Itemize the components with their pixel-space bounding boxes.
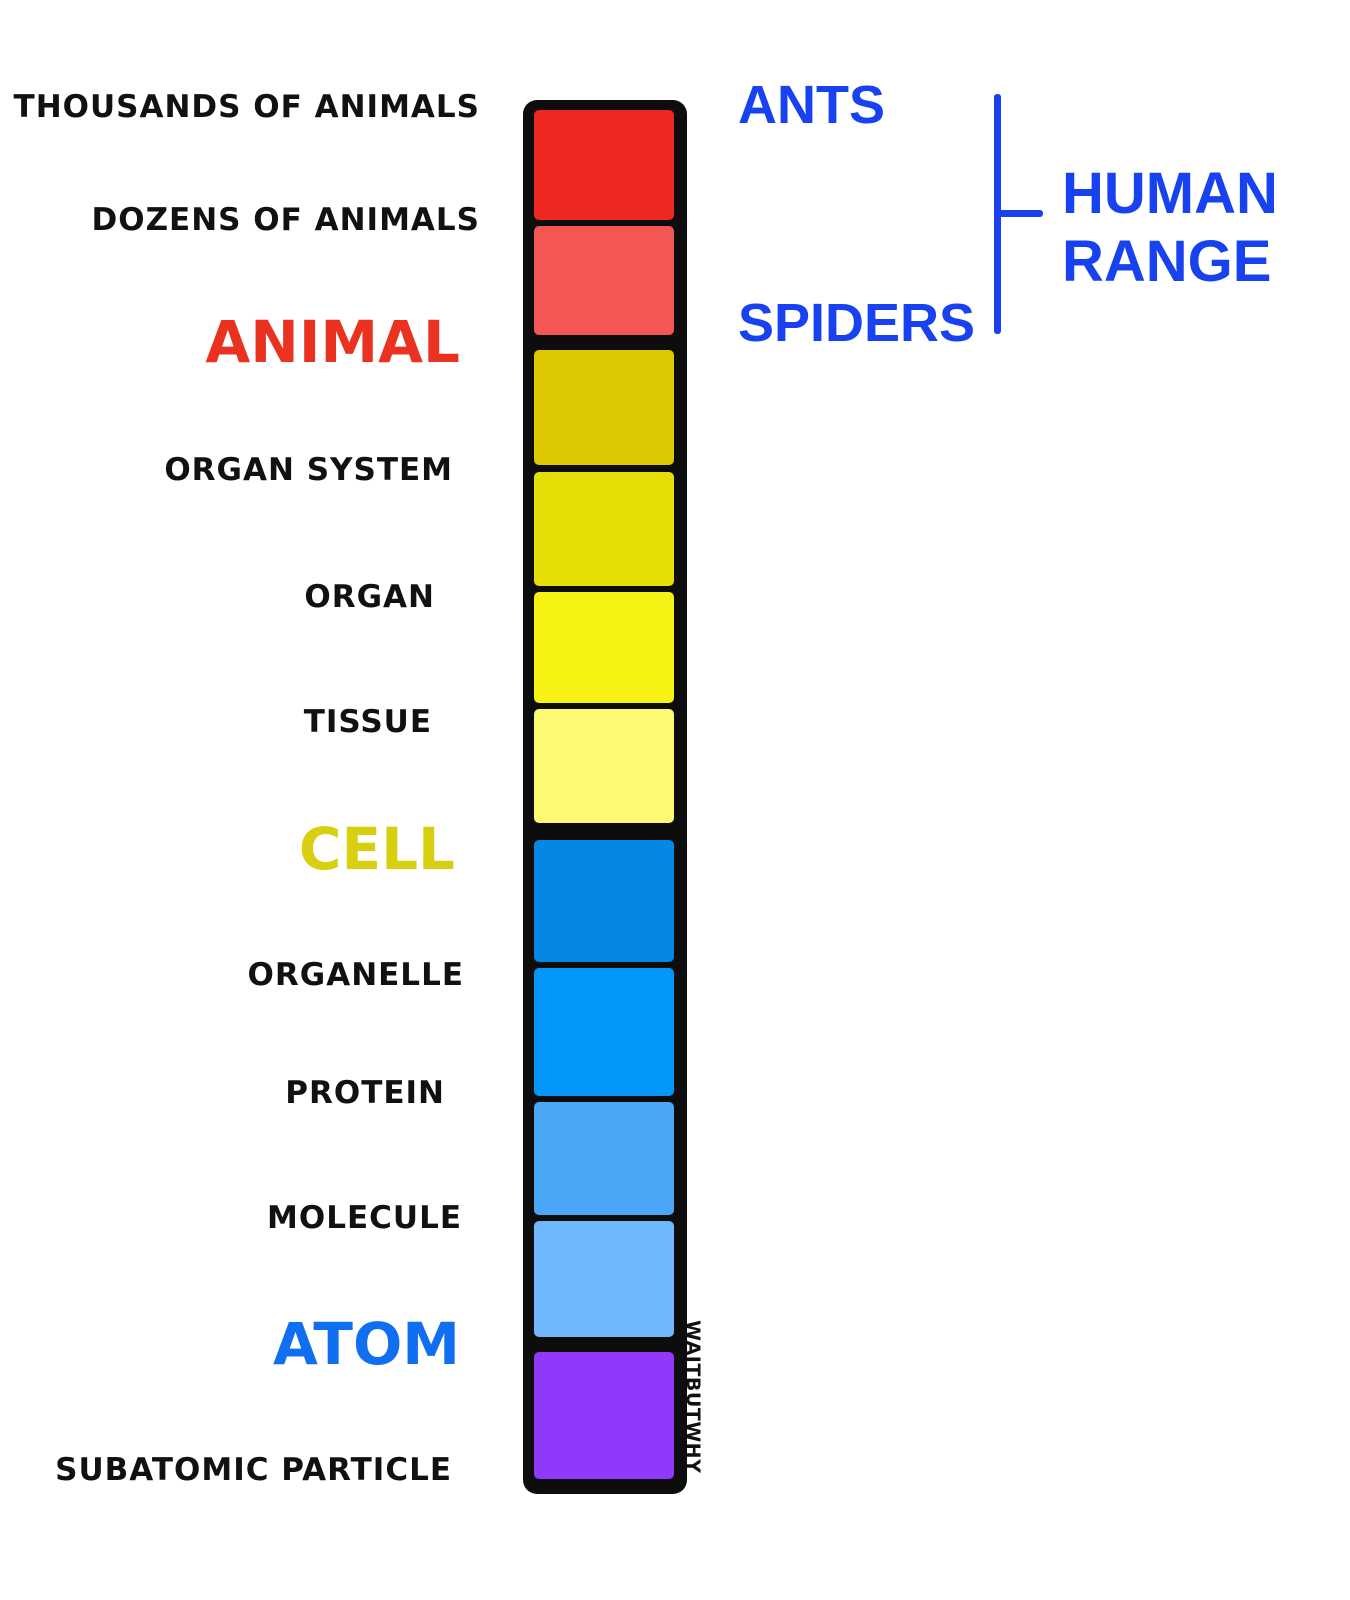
human-range-label: HUMAN RANGE: [1062, 160, 1278, 296]
label-organelle: ORGANELLE: [248, 960, 464, 991]
cell-organ: [534, 592, 674, 703]
human-range-line2: RANGE: [1062, 228, 1278, 296]
label-protein: PROTEIN: [285, 1078, 445, 1109]
cell-cell: [534, 840, 674, 962]
label-tissue: TISSUE: [304, 707, 432, 738]
cell-dozens-of-animals: [534, 226, 674, 335]
label-dozens-of-animals: DOZENS OF ANIMALS: [91, 205, 480, 236]
label-atom: ATOM: [273, 1315, 460, 1373]
cell-organ-system: [534, 472, 674, 586]
label-cell: CELL: [299, 820, 455, 878]
cell-organelle: [534, 968, 674, 1096]
cell-atom: [534, 1352, 674, 1479]
cell-protein: [534, 1102, 674, 1215]
label-subatomic-particle: SUBATOMIC PARTICLE: [55, 1455, 452, 1486]
label-animal: ANIMAL: [205, 313, 460, 371]
cell-molecule: [534, 1221, 674, 1337]
spiders-label: SPIDERS: [738, 296, 975, 350]
cell-tissue: [534, 709, 674, 823]
human-range-bracket-tick: [997, 210, 1043, 217]
human-range-line1: HUMAN: [1062, 160, 1278, 228]
cell-animal: [534, 350, 674, 465]
signature: WAITBUTWHY: [682, 1320, 704, 1473]
cell-thousands-of-animals: [534, 110, 674, 220]
label-organ: ORGAN: [304, 582, 435, 613]
ants-label: ANTS: [738, 78, 885, 132]
label-organ-system: ORGAN SYSTEM: [164, 455, 453, 486]
label-molecule: MOLECULE: [267, 1203, 462, 1234]
label-thousands-of-animals: THOUSANDS OF ANIMALS: [14, 92, 480, 123]
scale-column: [523, 100, 687, 1494]
